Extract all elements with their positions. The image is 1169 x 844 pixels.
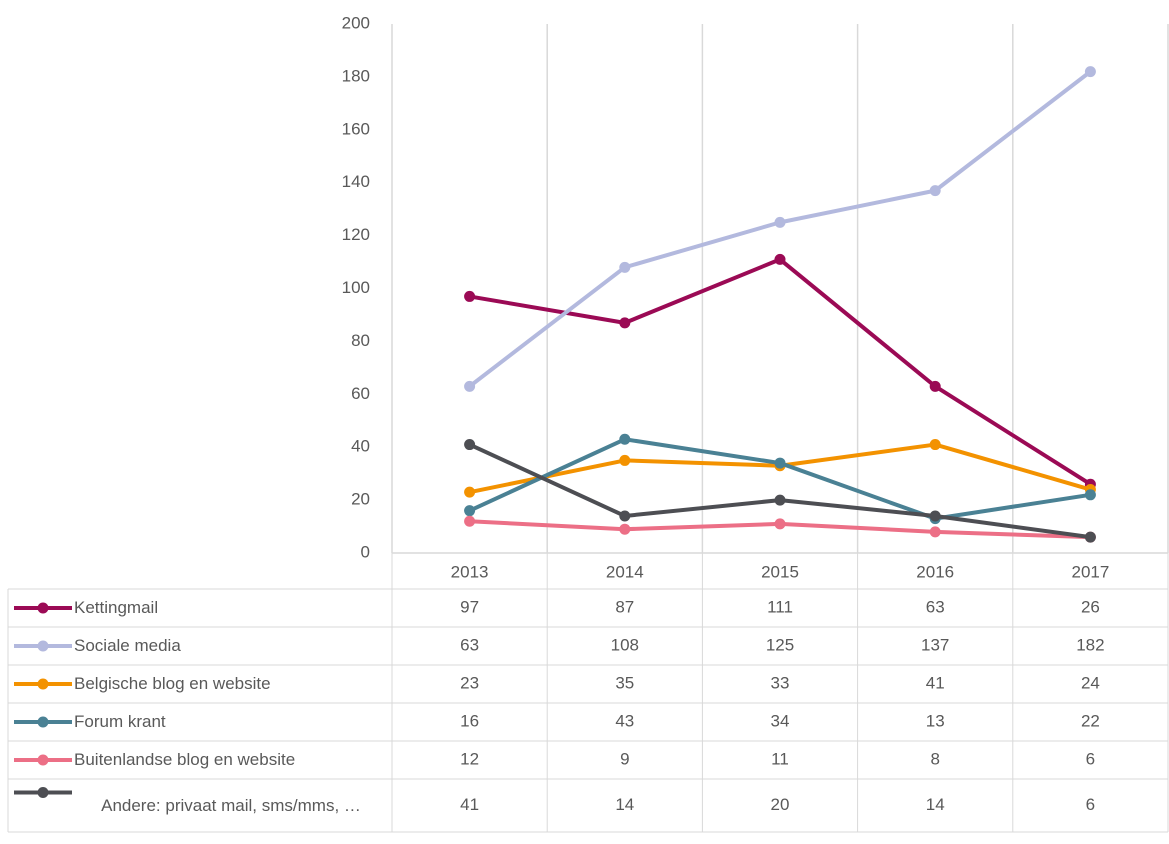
data-point [929,439,941,451]
table-value: 33 [771,673,790,692]
data-point [464,505,476,517]
legend-label: Andere: privaat mail, sms/mms, … [101,795,361,815]
data-point [774,253,786,265]
table-value: 12 [460,749,479,768]
table-value: 87 [615,597,634,616]
table-value: 6 [1086,749,1095,768]
table-value: 34 [771,711,790,730]
x-tick-label: 2017 [1071,562,1109,581]
legend-label: Sociale media [74,636,181,655]
y-tick-label: 120 [342,225,370,244]
y-tick-label: 100 [342,278,370,297]
table-value: 14 [615,795,634,814]
table-value: 43 [615,711,634,730]
legend-label: Buitenlandse blog en website [74,750,296,769]
y-tick-label: 160 [342,119,370,138]
legend-key-dot [37,678,49,690]
table-value: 24 [1081,673,1100,692]
legend-label-box: Andere: privaat mail, sms/mms, … [101,795,361,815]
data-point [1084,489,1096,501]
data-point [464,439,476,451]
data-point [464,380,476,392]
data-point [774,216,786,228]
legend-label-box: Belgische blog en website [74,674,271,693]
table-value: 182 [1076,635,1104,654]
data-point [929,380,941,392]
table-value: 9 [620,749,629,768]
table-value: 20 [771,795,790,814]
legend-key-dot [37,754,49,766]
y-tick-label: 0 [361,542,370,561]
table-value: 22 [1081,711,1100,730]
data-point [464,290,476,302]
table-value: 63 [460,635,479,654]
table-value: 26 [1081,597,1100,616]
series-line [468,437,1091,521]
legend-label-box: Sociale media [74,636,181,655]
legend-key-dot [37,787,49,798]
y-tick-label: 180 [342,66,370,85]
table-value: 63 [926,597,945,616]
data-point [464,486,476,498]
legend-key-dot [37,716,49,728]
table-value: 108 [611,635,639,654]
table-value: 97 [460,597,479,616]
table-value: 16 [460,711,479,730]
y-tick-label: 60 [351,384,370,403]
table-value: 11 [771,749,789,768]
data-point [929,526,941,538]
table-value: 41 [460,795,479,814]
data-point [774,457,786,469]
data-point [619,454,631,466]
series-line [468,70,1092,388]
table-value: 137 [921,635,949,654]
data-point [619,510,631,522]
y-tick-label: 80 [351,331,370,350]
legend-label-box: Forum krant [74,712,166,731]
data-point [929,185,941,197]
x-tick-label: 2016 [916,562,954,581]
legend-label-box: Kettingmail [74,598,159,617]
legend-key-dot [37,602,49,614]
data-point [774,494,786,506]
data-point [1084,66,1096,78]
data-point [619,433,631,445]
data-point [929,510,941,522]
table-value: 35 [615,673,634,692]
table-value: 13 [926,711,945,730]
data-point [619,317,631,329]
y-tick-label: 140 [342,172,370,191]
table-value: 14 [926,795,945,814]
series-line [469,257,1092,486]
table-value: 125 [766,635,794,654]
data-point [1084,531,1096,543]
legend-label: Belgische blog en website [74,674,271,693]
table-value: 111 [767,597,793,616]
x-tick-label: 2014 [606,562,644,581]
data-point [619,523,631,535]
table-value: 8 [930,749,939,768]
legend-label: Forum krant [74,712,166,731]
table-value: 6 [1086,795,1095,814]
table-value: 23 [460,673,479,692]
y-tick-label: 200 [342,13,370,32]
legend-key-dot [37,640,49,652]
y-tick-label: 40 [351,437,370,456]
table-value: 41 [926,673,945,692]
y-tick-label: 20 [351,490,370,509]
data-point [774,518,786,530]
legend-label: Kettingmail [74,598,159,617]
x-tick-label: 2013 [451,562,489,581]
x-tick-label: 2015 [761,562,799,581]
legend-label-box: Buitenlandse blog en website [74,750,296,769]
data-point [619,261,631,273]
data-point [464,515,476,527]
